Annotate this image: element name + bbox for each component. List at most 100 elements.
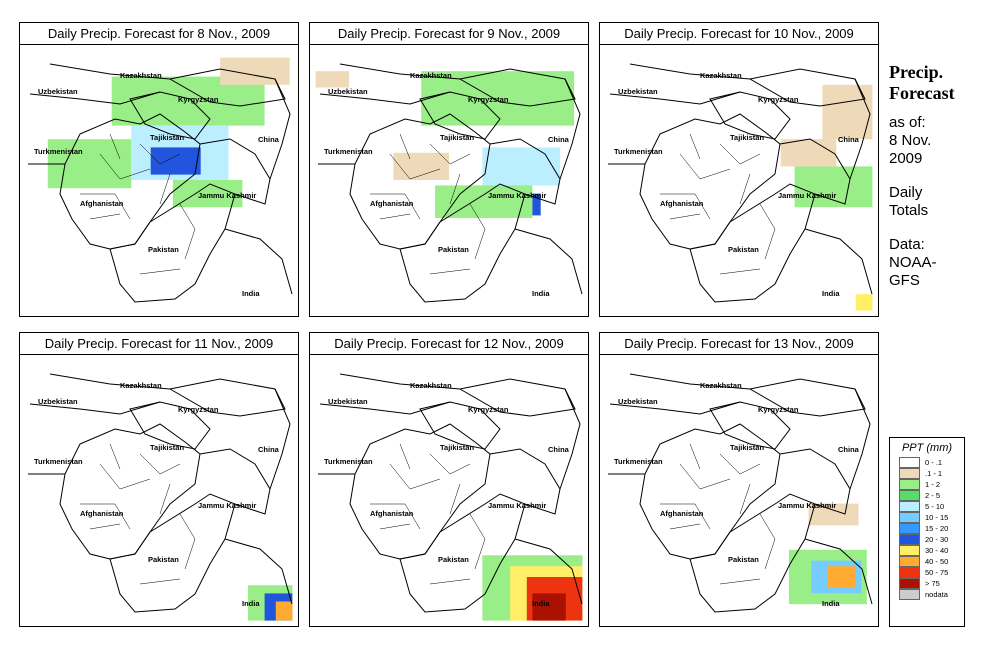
- province-border: [759, 513, 776, 570]
- province-border: [469, 513, 486, 570]
- map-label-pakistan: Pakistan: [438, 555, 469, 564]
- legend-swatch: [899, 523, 920, 534]
- country-border: [199, 138, 271, 205]
- country-border: [689, 183, 816, 303]
- totals-line1: Daily: [889, 184, 923, 201]
- map-label-uzbekistan: Uzbekistan: [328, 397, 368, 406]
- side-heading-line1: Precip.: [889, 62, 944, 82]
- province-border: [660, 503, 711, 530]
- map-label-china: China: [838, 135, 860, 144]
- map-label-china: China: [258, 135, 280, 144]
- precip-area: [532, 593, 566, 621]
- precip-area: [393, 152, 449, 180]
- country-border: [29, 91, 161, 105]
- legend-item: 2 - 5: [899, 490, 964, 501]
- province-border: [139, 143, 181, 165]
- province-border: [660, 193, 711, 220]
- country-border: [29, 401, 161, 415]
- legend-rows: 0 - .1 .1 - 1 1 - 2 2 - 5 5 - 10 10 - 15 15 - …: [890, 457, 964, 600]
- map-label-kyrgyzstan: Kyrgyzstan: [758, 405, 799, 414]
- map-label-kyrgyzstan: Kyrgyzstan: [758, 95, 799, 104]
- map-label-tajikistan: Tajikistan: [440, 443, 474, 452]
- map-label-afghanistan: Afghanistan: [80, 199, 124, 208]
- province-border: [370, 503, 421, 530]
- country-border: [748, 68, 866, 107]
- panel-title: Daily Precip. Forecast for 13 Nov., 2009: [600, 333, 878, 355]
- legend-item: 5 - 10: [899, 501, 964, 512]
- precip-area: [780, 139, 837, 167]
- country-border: [349, 423, 491, 560]
- province-border: [109, 443, 121, 470]
- country-border: [59, 113, 201, 250]
- legend-label: 0 - .1: [925, 458, 943, 467]
- map-label-india: India: [822, 289, 840, 298]
- legend-item: 0 - .1: [899, 457, 964, 468]
- country-border: [609, 91, 741, 105]
- country-border: [458, 378, 576, 417]
- map-label-pakistan: Pakistan: [148, 555, 179, 564]
- country-border: [458, 68, 576, 107]
- map-label-jammu-kashmir: Jammu Kashmir: [198, 501, 256, 510]
- map-label-turkmenistan: Turkmenistan: [324, 147, 373, 156]
- map-label-pakistan: Pakistan: [148, 245, 179, 254]
- as-of-label: as of:: [889, 114, 926, 131]
- map-label-afghanistan: Afghanistan: [370, 199, 414, 208]
- province-border: [689, 443, 701, 470]
- map-label-jammu-kashmir: Jammu Kashmir: [198, 191, 256, 200]
- legend-swatch: [899, 468, 920, 479]
- legend-label: 1 - 2: [925, 480, 941, 489]
- legend-label: 30 - 40: [925, 546, 949, 555]
- map-label-tajikistan: Tajikistan: [150, 443, 184, 452]
- country-border: [319, 401, 451, 415]
- side-info: Precip. Forecast as of: 8 Nov. 2009 Dail…: [889, 62, 981, 290]
- country-border: [559, 388, 581, 490]
- province-border: [370, 193, 421, 220]
- map-label-india: India: [242, 289, 260, 298]
- map-label-tajikistan: Tajikistan: [730, 133, 764, 142]
- province-border: [689, 133, 701, 160]
- map-label-turkmenistan: Turkmenistan: [34, 457, 83, 466]
- map-label-kyrgyzstan: Kyrgyzstan: [468, 95, 509, 104]
- province-border: [759, 203, 776, 260]
- map-label-jammu-kashmir: Jammu Kashmir: [778, 191, 836, 200]
- map-label-tajikistan: Tajikistan: [730, 443, 764, 452]
- forecast-map: Kazakhstan Uzbekistan Kyrgyzstan Tajikistan…: [318, 373, 583, 621]
- country-border: [489, 138, 561, 205]
- panel-title: Daily Precip. Forecast for 12 Nov., 2009: [310, 333, 588, 355]
- precip-area: [315, 71, 349, 88]
- map-label-turkmenistan: Turkmenistan: [34, 147, 83, 156]
- map-label-pakistan: Pakistan: [728, 555, 759, 564]
- legend-label: 15 - 20: [925, 524, 949, 533]
- country-border: [559, 78, 581, 180]
- map-label-kyrgyzstan: Kyrgyzstan: [178, 405, 219, 414]
- forecast-panel-nov-10: Daily Precip. Forecast for 10 Nov., 2009…: [599, 22, 879, 317]
- country-border: [129, 401, 211, 450]
- map-label-china: China: [838, 445, 860, 454]
- province-border: [469, 203, 486, 260]
- forecast-map: Kazakhstan Uzbekistan Kyrgyzstan Tajikistan…: [315, 63, 583, 303]
- province-border: [179, 203, 196, 260]
- country-border: [639, 113, 781, 250]
- province-border: [739, 173, 751, 205]
- precip-area: [822, 84, 873, 140]
- country-border: [109, 183, 236, 303]
- map-label-kazakhstan: Kazakhstan: [700, 381, 742, 390]
- legend-item: 1 - 2: [899, 479, 964, 490]
- country-border: [168, 378, 286, 417]
- country-border: [689, 493, 816, 613]
- legend-swatch: [899, 556, 920, 567]
- country-border: [514, 228, 583, 295]
- country-border: [629, 63, 751, 80]
- province-border: [389, 463, 441, 490]
- country-border: [224, 228, 293, 295]
- country-border: [199, 448, 271, 515]
- province-border: [139, 578, 181, 585]
- map-label-uzbekistan: Uzbekistan: [38, 87, 78, 96]
- legend-label: 2 - 5: [925, 491, 941, 500]
- legend-swatch: [899, 578, 920, 589]
- province-border: [159, 173, 171, 205]
- precip-area: [482, 147, 561, 186]
- province-border: [429, 268, 471, 275]
- country-border: [639, 423, 781, 560]
- country-border: [399, 493, 526, 613]
